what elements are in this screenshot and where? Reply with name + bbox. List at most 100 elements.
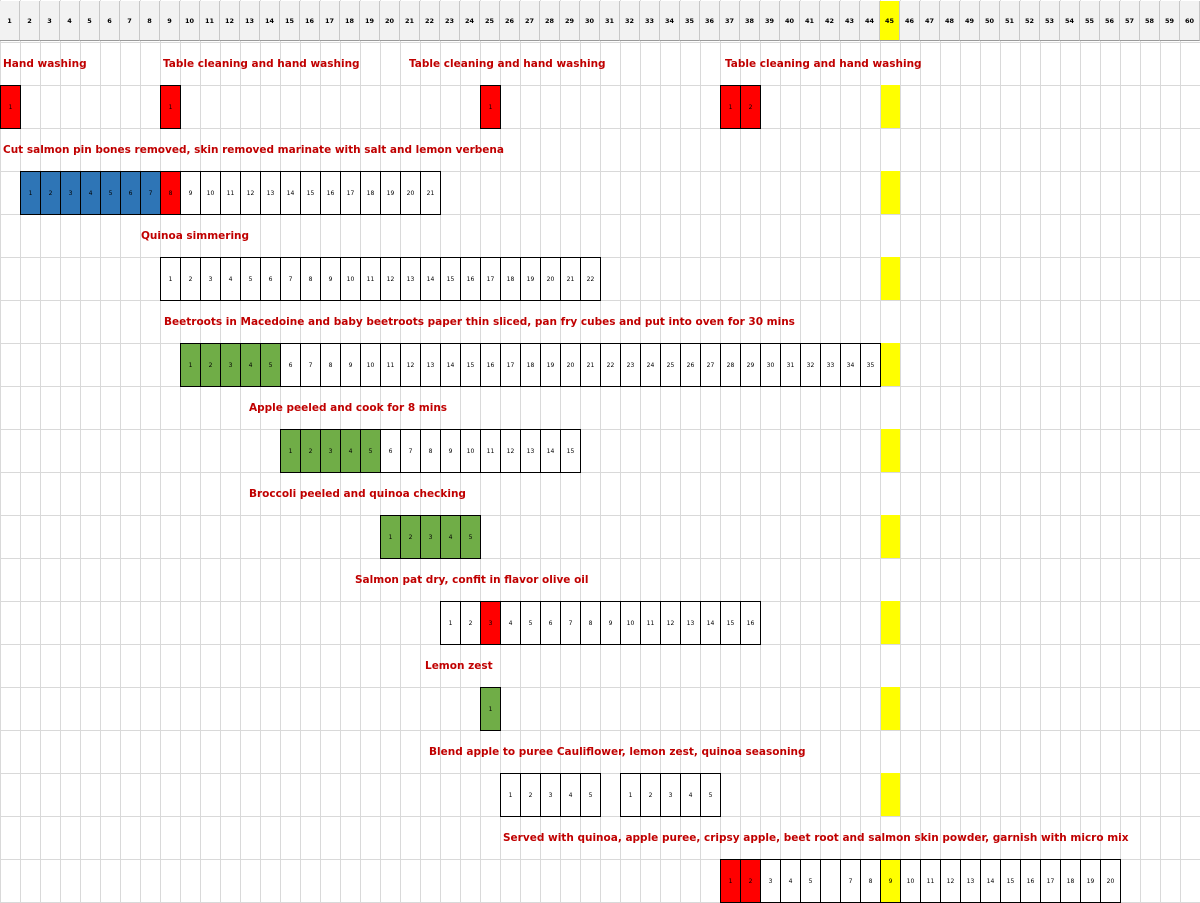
column-header: 24 — [460, 1, 480, 41]
step-cell: 11 — [640, 601, 661, 645]
step-cell: 2 — [300, 429, 321, 473]
step-cell: 6 — [120, 171, 141, 215]
step-cell: 6 — [260, 257, 281, 301]
grid-vline — [1000, 0, 1001, 902]
step-cell: 15 — [300, 171, 321, 215]
grid-hline — [0, 558, 1200, 559]
column-header: 12 — [220, 1, 240, 41]
step-cell: 8 — [300, 257, 321, 301]
grid-vline — [1120, 0, 1121, 902]
column-header: 56 — [1100, 1, 1120, 41]
grid-vline — [800, 0, 801, 902]
grid-vline — [120, 0, 121, 902]
step-cell: 16 — [1020, 859, 1041, 903]
grid-vline — [140, 0, 141, 902]
step-cell: 1 — [380, 515, 401, 559]
step-cell: 9 — [340, 343, 361, 387]
column-header: 57 — [1120, 1, 1140, 41]
column-header: 51 — [1000, 1, 1020, 41]
step-cell: 1 — [440, 601, 461, 645]
step-cell: 7 — [560, 601, 581, 645]
grid-vline — [200, 0, 201, 902]
column-header: 44 — [860, 1, 880, 41]
grid-vline — [900, 0, 901, 902]
highlight-cell — [881, 687, 900, 730]
grid-vline — [660, 0, 661, 902]
step-cell: 6 — [820, 859, 841, 903]
step-cell: 2 — [460, 601, 481, 645]
step-cell: 9 — [440, 429, 461, 473]
step-cell: 16 — [460, 257, 481, 301]
step-cell: 19 — [520, 257, 541, 301]
column-header: 5 — [80, 1, 100, 41]
grid-vline — [40, 0, 41, 902]
step-cell: 5 — [360, 429, 381, 473]
step-cell: 15 — [560, 429, 581, 473]
grid-hline — [0, 128, 1200, 129]
step-cell: 17 — [500, 343, 521, 387]
step-cell: 2 — [400, 515, 421, 559]
step-cell: 14 — [700, 601, 721, 645]
step-cell: 16 — [320, 171, 341, 215]
step-cell: 32 — [800, 343, 821, 387]
step-cell: 19 — [1080, 859, 1101, 903]
step-cell: 3 — [320, 429, 341, 473]
step-cell: 20 — [540, 257, 561, 301]
step-cell: 17 — [480, 257, 501, 301]
column-header: 49 — [960, 1, 980, 41]
step-cell: 15 — [440, 257, 461, 301]
step-cell: 2 — [180, 257, 201, 301]
step-cell: 12 — [400, 343, 421, 387]
step-cell: 1 — [480, 85, 501, 129]
step-cell: 8 — [580, 601, 601, 645]
column-header: 7 — [120, 1, 140, 41]
column-header: 38 — [740, 1, 760, 41]
grid-vline — [920, 0, 921, 902]
column-header: 18 — [340, 1, 360, 41]
grid-hline — [0, 214, 1200, 215]
step-cell: 12 — [380, 257, 401, 301]
task-label: Table cleaning and hand washing — [409, 58, 606, 70]
step-cell: 4 — [80, 171, 101, 215]
highlight-cell — [881, 773, 900, 816]
grid-vline — [1100, 0, 1101, 902]
step-cell: 4 — [780, 859, 801, 903]
step-cell: 13 — [400, 257, 421, 301]
task-label: Apple peeled and cook for 8 mins — [249, 402, 448, 414]
column-header: 8 — [140, 1, 160, 41]
grid-vline — [1020, 0, 1021, 902]
step-cell: 4 — [240, 343, 261, 387]
step-cell: 1 — [480, 687, 501, 731]
grid-vline — [1140, 0, 1141, 902]
step-cell: 3 — [200, 257, 221, 301]
step-cell: 1 — [720, 859, 741, 903]
grid-vline — [20, 0, 21, 902]
step-cell: 31 — [780, 343, 801, 387]
step-cell: 1 — [620, 773, 641, 817]
step-cell: 29 — [740, 343, 761, 387]
step-cell: 16 — [480, 343, 501, 387]
column-header: 46 — [900, 1, 920, 41]
step-cell: 2 — [640, 773, 661, 817]
grid-vline — [840, 0, 841, 902]
step-cell: 13 — [680, 601, 701, 645]
column-header: 47 — [920, 1, 940, 41]
step-cell: 7 — [300, 343, 321, 387]
column-header: 20 — [380, 1, 400, 41]
highlight-cell — [881, 171, 900, 214]
step-cell: 20 — [560, 343, 581, 387]
step-cell: 6 — [540, 601, 561, 645]
step-cell: 8 — [420, 429, 441, 473]
step-cell: 11 — [360, 257, 381, 301]
step-cell: 19 — [380, 171, 401, 215]
step-cell: 12 — [240, 171, 261, 215]
column-header: 6 — [100, 1, 120, 41]
column-header: 13 — [240, 1, 260, 41]
task-label: Cut salmon pin bones removed, skin remov… — [3, 144, 504, 156]
step-cell: 8 — [860, 859, 881, 903]
step-cell: 7 — [840, 859, 861, 903]
column-header: 2 — [20, 1, 40, 41]
grid-vline — [860, 0, 861, 902]
step-cell: 1 — [720, 85, 741, 129]
step-cell: 4 — [560, 773, 581, 817]
